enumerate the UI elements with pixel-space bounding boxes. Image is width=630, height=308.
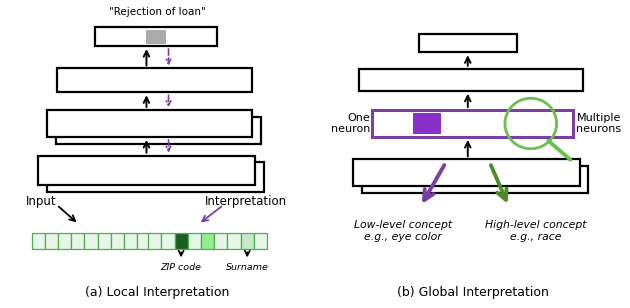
FancyBboxPatch shape — [359, 69, 583, 91]
Text: ZIP code: ZIP code — [161, 263, 202, 272]
FancyBboxPatch shape — [214, 233, 227, 249]
Text: Low-level concept
e.g., eye color: Low-level concept e.g., eye color — [354, 220, 452, 242]
FancyBboxPatch shape — [362, 166, 588, 193]
FancyBboxPatch shape — [148, 233, 161, 249]
FancyBboxPatch shape — [419, 34, 517, 52]
FancyBboxPatch shape — [94, 27, 217, 46]
Text: (b) Global Interpretation: (b) Global Interpretation — [396, 286, 549, 299]
Text: Input: Input — [26, 195, 56, 208]
FancyBboxPatch shape — [137, 233, 151, 249]
FancyBboxPatch shape — [372, 110, 573, 137]
FancyBboxPatch shape — [111, 233, 124, 249]
FancyBboxPatch shape — [124, 233, 137, 249]
FancyBboxPatch shape — [45, 233, 58, 249]
FancyBboxPatch shape — [241, 233, 254, 249]
FancyBboxPatch shape — [188, 233, 201, 249]
Text: Interpretation: Interpretation — [205, 195, 287, 208]
FancyBboxPatch shape — [47, 110, 252, 137]
Text: (a) Local Interpretation: (a) Local Interpretation — [85, 286, 230, 299]
FancyBboxPatch shape — [98, 233, 111, 249]
FancyBboxPatch shape — [146, 30, 166, 44]
FancyBboxPatch shape — [47, 162, 264, 192]
Text: High-level concept
e.g., race: High-level concept e.g., race — [484, 220, 587, 242]
FancyBboxPatch shape — [201, 233, 214, 249]
FancyBboxPatch shape — [38, 156, 255, 185]
Text: Surname: Surname — [226, 263, 269, 272]
FancyBboxPatch shape — [175, 233, 188, 249]
FancyBboxPatch shape — [56, 117, 261, 144]
FancyBboxPatch shape — [32, 233, 45, 249]
FancyBboxPatch shape — [161, 233, 175, 249]
FancyBboxPatch shape — [58, 233, 71, 249]
FancyBboxPatch shape — [413, 113, 441, 134]
FancyBboxPatch shape — [353, 159, 580, 186]
Text: "Rejection of loan": "Rejection of loan" — [109, 7, 206, 17]
FancyBboxPatch shape — [71, 233, 84, 249]
FancyBboxPatch shape — [84, 233, 98, 249]
FancyBboxPatch shape — [227, 233, 241, 249]
FancyBboxPatch shape — [57, 68, 252, 92]
FancyBboxPatch shape — [254, 233, 267, 249]
Text: One
neuron: One neuron — [331, 113, 370, 134]
Text: Multiple
neurons: Multiple neurons — [576, 113, 622, 134]
